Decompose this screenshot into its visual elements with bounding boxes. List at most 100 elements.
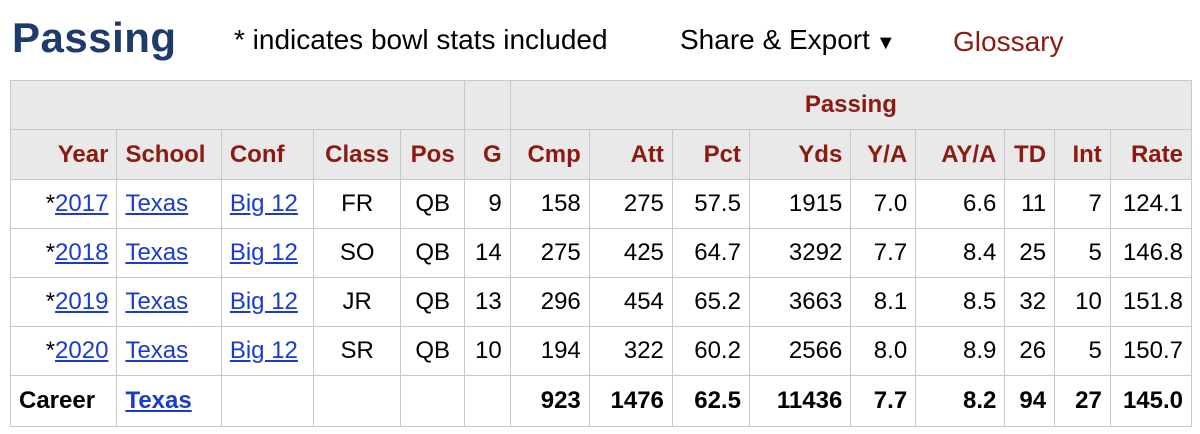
g-cell: 10 [464,326,511,376]
col-header-att[interactable]: Att [588,129,673,180]
class-cell: JR [313,277,402,327]
int-cell: 10 [1054,277,1111,327]
int-cell: 5 [1054,228,1111,278]
career-td: 94 [1004,375,1056,427]
col-header-year[interactable]: Year [9,129,118,180]
rate-cell: 124.1 [1109,179,1193,229]
school-cell: Texas [116,277,222,327]
bowl-marker: * [45,190,56,217]
conf-cell: Big 12 [220,179,315,229]
school-link[interactable]: Texas [125,337,189,364]
pct-cell: 60.2 [671,326,750,376]
pos-cell: QB [400,326,466,376]
conf-link[interactable]: Big 12 [229,190,298,217]
conf-link[interactable]: Big 12 [229,337,298,364]
section-header: Passing * indicates bowl stats included … [12,0,1192,80]
over-header-blank [9,80,466,130]
col-header-aya[interactable]: AY/A [915,129,1006,180]
bowl-marker: * [45,288,56,315]
col-header-ya[interactable]: Y/A [850,129,917,180]
over-header-row: Passing [9,80,1193,130]
cmp-cell: 194 [509,326,590,376]
school-link[interactable]: Texas [125,288,189,315]
col-header-yds[interactable]: Yds [748,129,852,180]
col-header-td[interactable]: TD [1004,129,1056,180]
season-row: *2018 Texas Big 12 SO QB 14 275 425 64.7 3292 7.7 8… [9,228,1193,278]
att-cell: 275 [588,179,673,229]
ya-cell: 8.1 [850,277,917,327]
year-cell: *2019 [9,277,118,327]
cmp-cell: 275 [509,228,590,278]
career-ya: 7.7 [850,375,917,427]
career-row: Career Texas 923 1476 62.5 11436 7.7 8.2… [9,375,1193,427]
rate-cell: 150.7 [1109,326,1193,376]
cmp-cell: 158 [509,179,590,229]
year-cell: *2020 [9,326,118,376]
col-header-school[interactable]: School [116,129,222,180]
ya-cell: 7.0 [850,179,917,229]
year-link[interactable]: 2019 [55,288,109,315]
school-cell: Texas [116,326,222,376]
year-cell: *2018 [9,228,118,278]
year-link[interactable]: 2020 [55,337,109,364]
col-header-int[interactable]: Int [1054,129,1111,180]
career-pct: 62.5 [671,375,750,427]
col-header-class[interactable]: Class [313,129,402,180]
school-link[interactable]: Texas [125,239,189,266]
cmp-cell: 296 [509,277,590,327]
passing-stats-table: Passing Year School Conf Class Pos G Cmp… [9,80,1193,427]
glossary-link[interactable]: Glossary [953,26,1064,57]
col-header-g[interactable]: G [464,129,511,180]
career-school-cell: Texas [116,375,222,427]
career-class-cell [313,375,402,427]
int-cell: 5 [1054,326,1111,376]
col-header-pos[interactable]: Pos [400,129,466,180]
column-header-row: Year School Conf Class Pos G Cmp Att Pct… [9,129,1193,180]
aya-cell: 8.5 [915,277,1006,327]
season-row: *2017 Texas Big 12 FR QB 9 158 275 57.5 1915 7.0 6.… [9,179,1193,229]
yds-cell: 1915 [748,179,852,229]
career-g-cell [464,375,511,427]
col-header-cmp[interactable]: Cmp [509,129,590,180]
yds-cell: 3292 [748,228,852,278]
share-export-label: Share & Export [680,24,870,55]
year-link[interactable]: 2018 [55,239,109,266]
g-cell: 13 [464,277,511,327]
season-row: *2019 Texas Big 12 JR QB 13 296 454 65.2 3663 8.1 8… [9,277,1193,327]
conf-link[interactable]: Big 12 [229,288,298,315]
career-int: 27 [1054,375,1111,427]
aya-cell: 8.9 [915,326,1006,376]
year-link[interactable]: 2017 [55,190,109,217]
aya-cell: 6.6 [915,179,1006,229]
school-cell: Texas [116,228,222,278]
col-header-pct[interactable]: Pct [671,129,750,180]
career-conf-cell [220,375,315,427]
yds-cell: 3663 [748,277,852,327]
over-header-blank-g [464,80,511,130]
aya-cell: 8.4 [915,228,1006,278]
bowl-marker: * [45,239,56,266]
career-cmp: 923 [509,375,590,427]
rate-cell: 151.8 [1109,277,1193,327]
ya-cell: 8.0 [850,326,917,376]
col-header-rate[interactable]: Rate [1109,129,1193,180]
conf-link[interactable]: Big 12 [229,239,298,266]
school-link[interactable]: Texas [125,190,189,217]
ya-cell: 7.7 [850,228,917,278]
pos-cell: QB [400,277,466,327]
rate-cell: 146.8 [1109,228,1193,278]
td-cell: 32 [1004,277,1056,327]
int-cell: 7 [1054,179,1111,229]
pct-cell: 57.5 [671,179,750,229]
pct-cell: 65.2 [671,277,750,327]
career-school-link[interactable]: Texas [125,387,192,414]
share-export-button[interactable]: Share & Export ▼ [680,24,896,56]
bowl-marker: * [45,337,56,364]
passing-group-header: Passing [509,80,1193,130]
col-header-conf[interactable]: Conf [220,129,315,180]
career-att: 1476 [588,375,673,427]
career-rate: 145.0 [1109,375,1193,427]
pos-cell: QB [400,228,466,278]
dropdown-arrow-icon: ▼ [875,32,896,54]
conf-cell: Big 12 [220,326,315,376]
